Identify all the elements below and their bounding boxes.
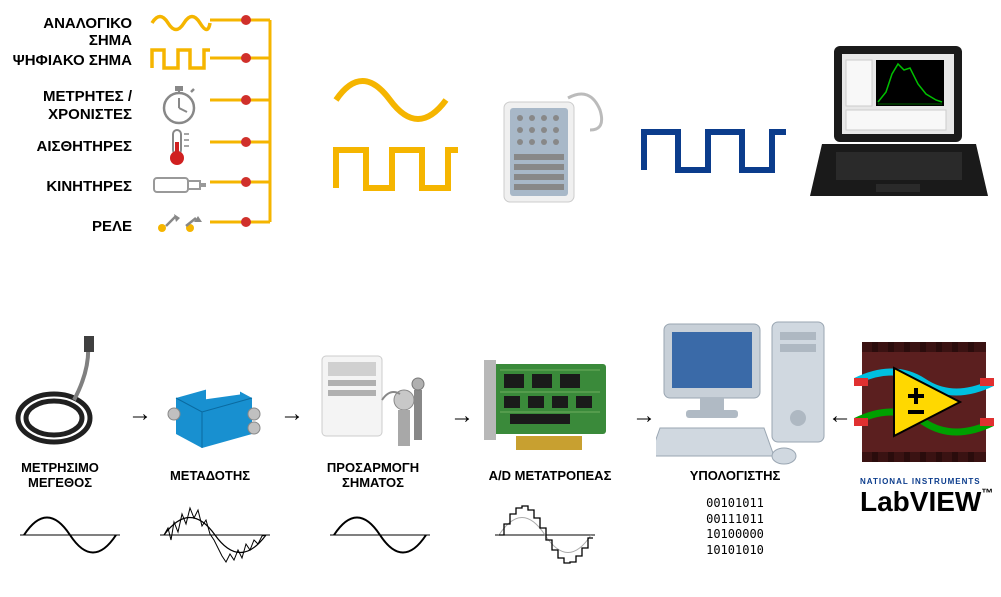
clean-sine-2 [330, 500, 430, 570]
noisy-sine [160, 500, 270, 570]
chain-label-measurand: ΜΕΤΡΗΣΙΜΟ ΜΕΓΕΘΟΣ [0, 460, 120, 490]
signal-conditioning-device [310, 340, 440, 460]
chain-label-computer: ΥΠΟΛΟΓΙΣΤΗΣ [670, 468, 800, 483]
binary-line: 10101010 [690, 543, 780, 559]
bus-lines [210, 8, 290, 238]
sine-mini-icon [150, 8, 212, 38]
arrow-1: → [128, 400, 152, 428]
labview-brand-top: NATIONAL INSTRUMENTS [860, 477, 994, 486]
chain-label-conditioning: ΠΡΟΣΑΡΜΟΓΗ ΣΗΜΑΤΟΣ [308, 460, 438, 490]
label-counters: ΜΕΤΡΗΤΕΣ / ΧΡΟΝΙΣΤΕΣ [0, 88, 132, 124]
desktop-computer [656, 310, 836, 470]
actuator-icon [150, 170, 212, 198]
binary-line: 00101011 [690, 496, 780, 512]
arrow-2: → [280, 400, 304, 428]
thermometer-icon [160, 126, 196, 168]
analog-pulse-wave [332, 140, 462, 196]
pulse-mini-icon [150, 46, 212, 72]
binary-line: 00111011 [690, 512, 780, 528]
stopwatch-icon [155, 82, 203, 126]
laptop [810, 40, 990, 210]
labview-logo: NATIONAL INSTRUMENTS LabVIEW™ [854, 334, 994, 534]
transducer-device [158, 370, 268, 450]
label-analog: ΑΝΑΛΟΓΙΚΟ ΣΗΜΑ [0, 15, 132, 49]
label-actuators: ΚΙΝΗΤΗΡΕΣ [0, 178, 132, 195]
binary-output: 00101011 00111011 10100000 10101010 [690, 496, 780, 558]
sensor-probe [10, 330, 120, 450]
label-digital: ΨΗΦΙΑΚΟ ΣΗΜΑ [0, 52, 132, 69]
label-relays: ΡΕΛΕ [0, 218, 132, 235]
digital-pulse-wave [640, 122, 790, 178]
clean-sine-1 [20, 500, 120, 570]
ad-converter-card [480, 350, 620, 460]
relay-icon [150, 210, 212, 238]
arrow-4: → [632, 402, 656, 430]
daq-device [490, 80, 610, 210]
label-sensors: ΑΙΣΘΗΤΗΡΕΣ [0, 138, 132, 155]
arrow-5: ← [828, 402, 852, 430]
chain-label-transducer: ΜΕΤΑΔΟΤΗΣ [150, 468, 270, 483]
labview-brand-main: LabVIEW™ [860, 486, 994, 518]
chain-label-adc: A/D ΜΕΤΑΤΡΟΠΕΑΣ [470, 468, 630, 483]
arrow-3: → [450, 402, 474, 430]
sampled-sine [495, 500, 595, 570]
binary-line: 10100000 [690, 527, 780, 543]
analog-sine-wave [332, 70, 452, 130]
